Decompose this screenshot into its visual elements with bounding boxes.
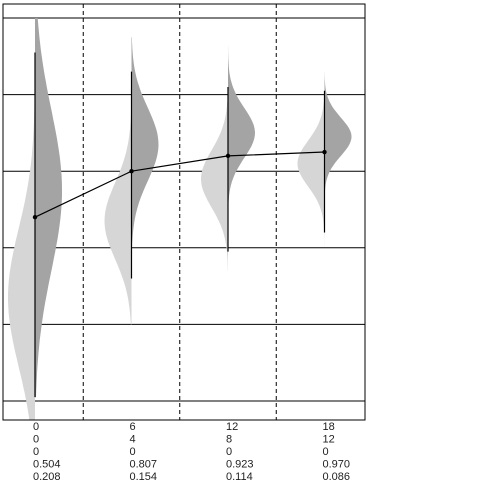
column-labels: 0000.5040.2086400.8070.15412800.9230.114… (33, 421, 350, 480)
column-label: 0 (33, 434, 39, 446)
column-label: 0.154 (130, 471, 158, 480)
column-label: 0.923 (226, 459, 254, 471)
plot-frame (2, 3, 366, 421)
gridlines (3, 4, 365, 420)
violin-dark-half (35, 18, 62, 398)
violin-light-half (104, 79, 132, 325)
column-label: 18 (323, 421, 335, 433)
violins (8, 18, 352, 421)
column-label: 0.086 (323, 471, 351, 480)
mean-line (34, 151, 325, 218)
column-label: 0.114 (226, 471, 253, 480)
column-label: 0.970 (323, 459, 351, 471)
mean-point (322, 149, 327, 155)
mean-point (32, 214, 38, 220)
column-label: 12 (323, 434, 335, 446)
violin-light-half (8, 21, 35, 421)
column-label: 0.807 (130, 459, 158, 471)
violin-dark-half (228, 41, 255, 252)
mean-point (225, 153, 231, 159)
column-label: 12 (226, 421, 238, 433)
violin-dark-half (324, 71, 352, 233)
column-label: 0 (130, 446, 136, 458)
column-label: 0 (33, 421, 39, 433)
column-label: 0 (33, 446, 39, 458)
column-label: 0.208 (33, 471, 61, 480)
column-label: 0.504 (33, 459, 61, 471)
violin-dark-half (131, 37, 159, 279)
violin-light-half (297, 102, 325, 264)
column-label: 4 (130, 434, 136, 446)
column-label: 8 (226, 434, 232, 446)
violin-light-half (201, 102, 228, 271)
mean-trend (32, 149, 327, 220)
column-label: 0 (226, 446, 232, 458)
column-label: 6 (130, 421, 136, 433)
column-label: 0 (323, 446, 329, 458)
mean-point (129, 169, 134, 174)
